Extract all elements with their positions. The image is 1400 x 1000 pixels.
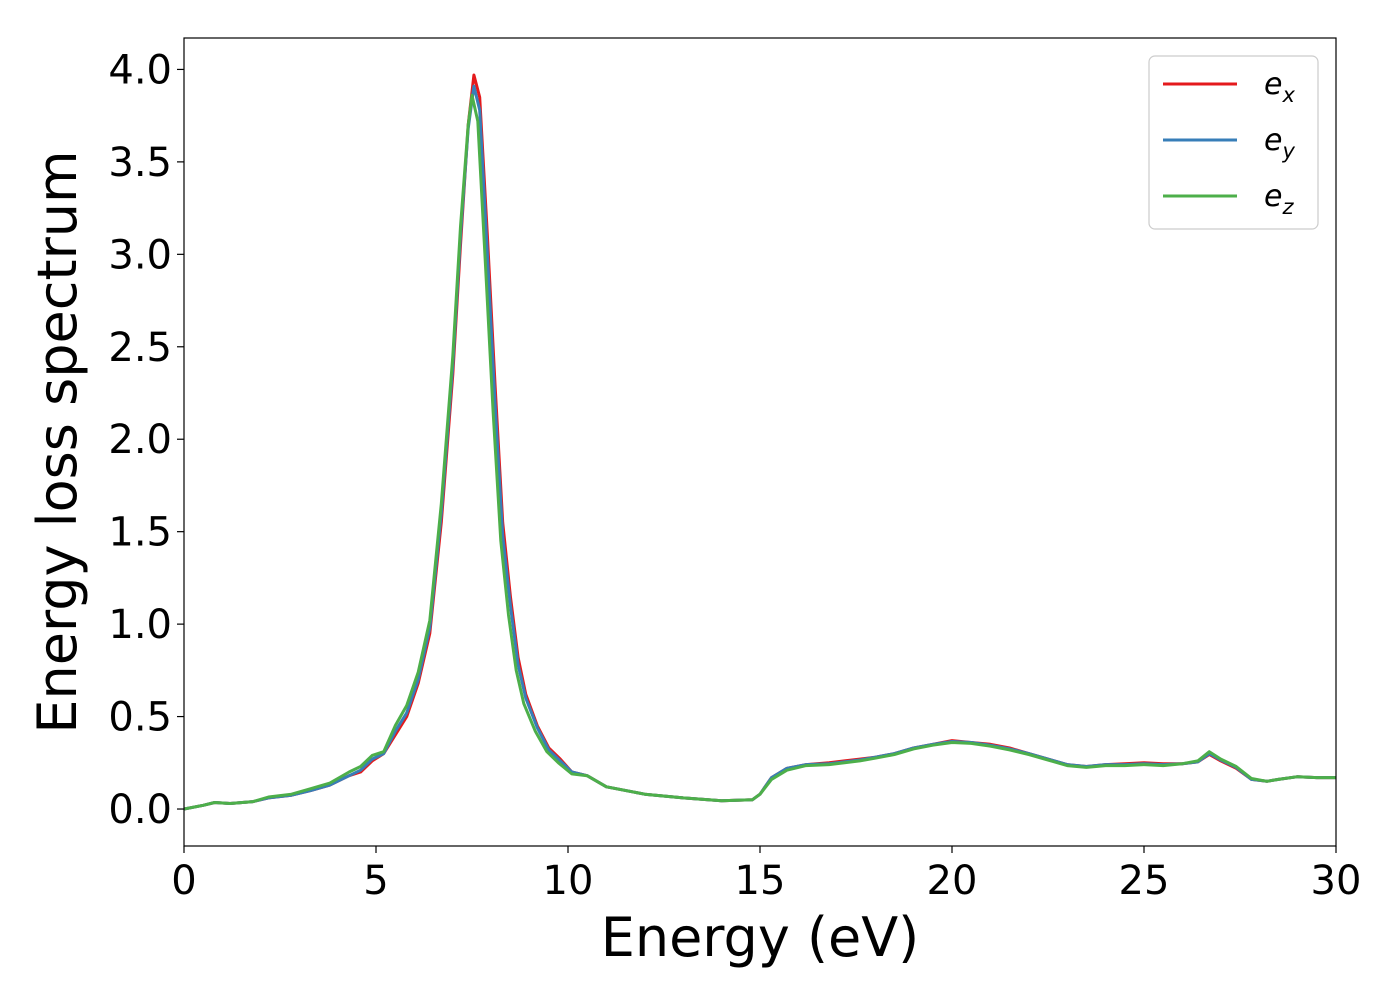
y-axis: 0.0 0.5 1.0 1.5 2.0 2.5 3.0 3.5 4.0	[108, 47, 184, 833]
legend-label-subscript: z	[1281, 195, 1294, 219]
y-axis-title: Energy loss spectrum	[26, 150, 89, 733]
x-axis-title: Energy (eV)	[601, 906, 920, 969]
x-tick-label: 30	[1311, 858, 1362, 904]
x-tick-label: 0	[171, 858, 196, 904]
x-tick-label: 10	[543, 858, 594, 904]
y-tick-label: 2.0	[108, 417, 172, 463]
x-tick-label: 25	[1119, 858, 1170, 904]
y-tick-label: 0.0	[108, 787, 172, 833]
legend-label-base: e	[1264, 123, 1282, 158]
legend-box	[1148, 55, 1319, 230]
x-axis: 0 5 10 15 20 25 30	[171, 846, 1361, 904]
legend-label-ez: ez	[1264, 179, 1294, 219]
y-tick-label: 3.5	[108, 140, 172, 186]
legend-label-ey: ey	[1264, 123, 1295, 163]
series-line-ez	[184, 93, 1336, 811]
y-tick-label: 0.5	[108, 695, 172, 741]
x-tick-label: 15	[735, 858, 786, 904]
y-tick-label: 2.5	[108, 325, 172, 371]
legend-label-ex: ex	[1264, 67, 1295, 107]
x-tick-label: 5	[363, 858, 388, 904]
legend-label-base: e	[1264, 179, 1282, 214]
legend-label-subscript: y	[1281, 139, 1295, 163]
legend-label-subscript: x	[1281, 83, 1295, 107]
y-tick-label: 4.0	[108, 47, 172, 93]
legend-label-base: e	[1264, 67, 1282, 102]
series-layer	[184, 73, 1336, 811]
y-tick-label: 3.0	[108, 232, 172, 278]
x-tick-label: 20	[927, 858, 978, 904]
y-tick-label: 1.0	[108, 602, 172, 648]
y-tick-label: 1.5	[108, 510, 172, 556]
